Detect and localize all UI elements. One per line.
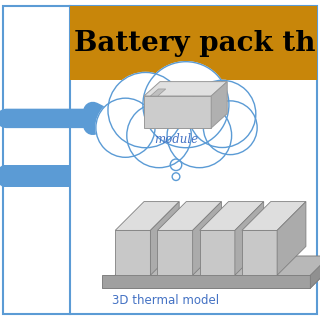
- FancyBboxPatch shape: [70, 6, 317, 80]
- Polygon shape: [193, 202, 221, 275]
- Circle shape: [188, 80, 256, 148]
- Polygon shape: [0, 165, 3, 187]
- Polygon shape: [150, 89, 166, 96]
- Polygon shape: [115, 202, 179, 230]
- Polygon shape: [150, 202, 179, 275]
- Polygon shape: [200, 230, 235, 275]
- Text: Battery pack th: Battery pack th: [75, 30, 316, 57]
- Text: $T$: $T$: [11, 169, 23, 183]
- Polygon shape: [102, 275, 310, 288]
- Polygon shape: [102, 256, 320, 288]
- Text: 3D thermal model: 3D thermal model: [112, 294, 219, 307]
- Polygon shape: [242, 202, 306, 230]
- Polygon shape: [144, 82, 227, 96]
- Polygon shape: [200, 202, 264, 230]
- Polygon shape: [310, 243, 320, 288]
- Circle shape: [167, 103, 232, 168]
- Polygon shape: [277, 202, 306, 275]
- FancyBboxPatch shape: [3, 165, 70, 187]
- Text: module: module: [154, 133, 198, 146]
- Circle shape: [96, 98, 155, 157]
- Circle shape: [108, 72, 183, 148]
- Polygon shape: [115, 230, 150, 275]
- FancyBboxPatch shape: [3, 6, 317, 314]
- Polygon shape: [157, 230, 193, 275]
- Circle shape: [143, 62, 229, 148]
- Polygon shape: [235, 202, 264, 275]
- Text: ave: ave: [23, 177, 40, 186]
- Polygon shape: [157, 202, 221, 230]
- Polygon shape: [144, 96, 211, 128]
- Circle shape: [127, 103, 191, 168]
- Polygon shape: [211, 82, 227, 128]
- Text: $Q$: $Q$: [11, 111, 24, 126]
- Polygon shape: [242, 230, 277, 275]
- Text: ave: ave: [25, 120, 42, 129]
- Circle shape: [204, 101, 257, 155]
